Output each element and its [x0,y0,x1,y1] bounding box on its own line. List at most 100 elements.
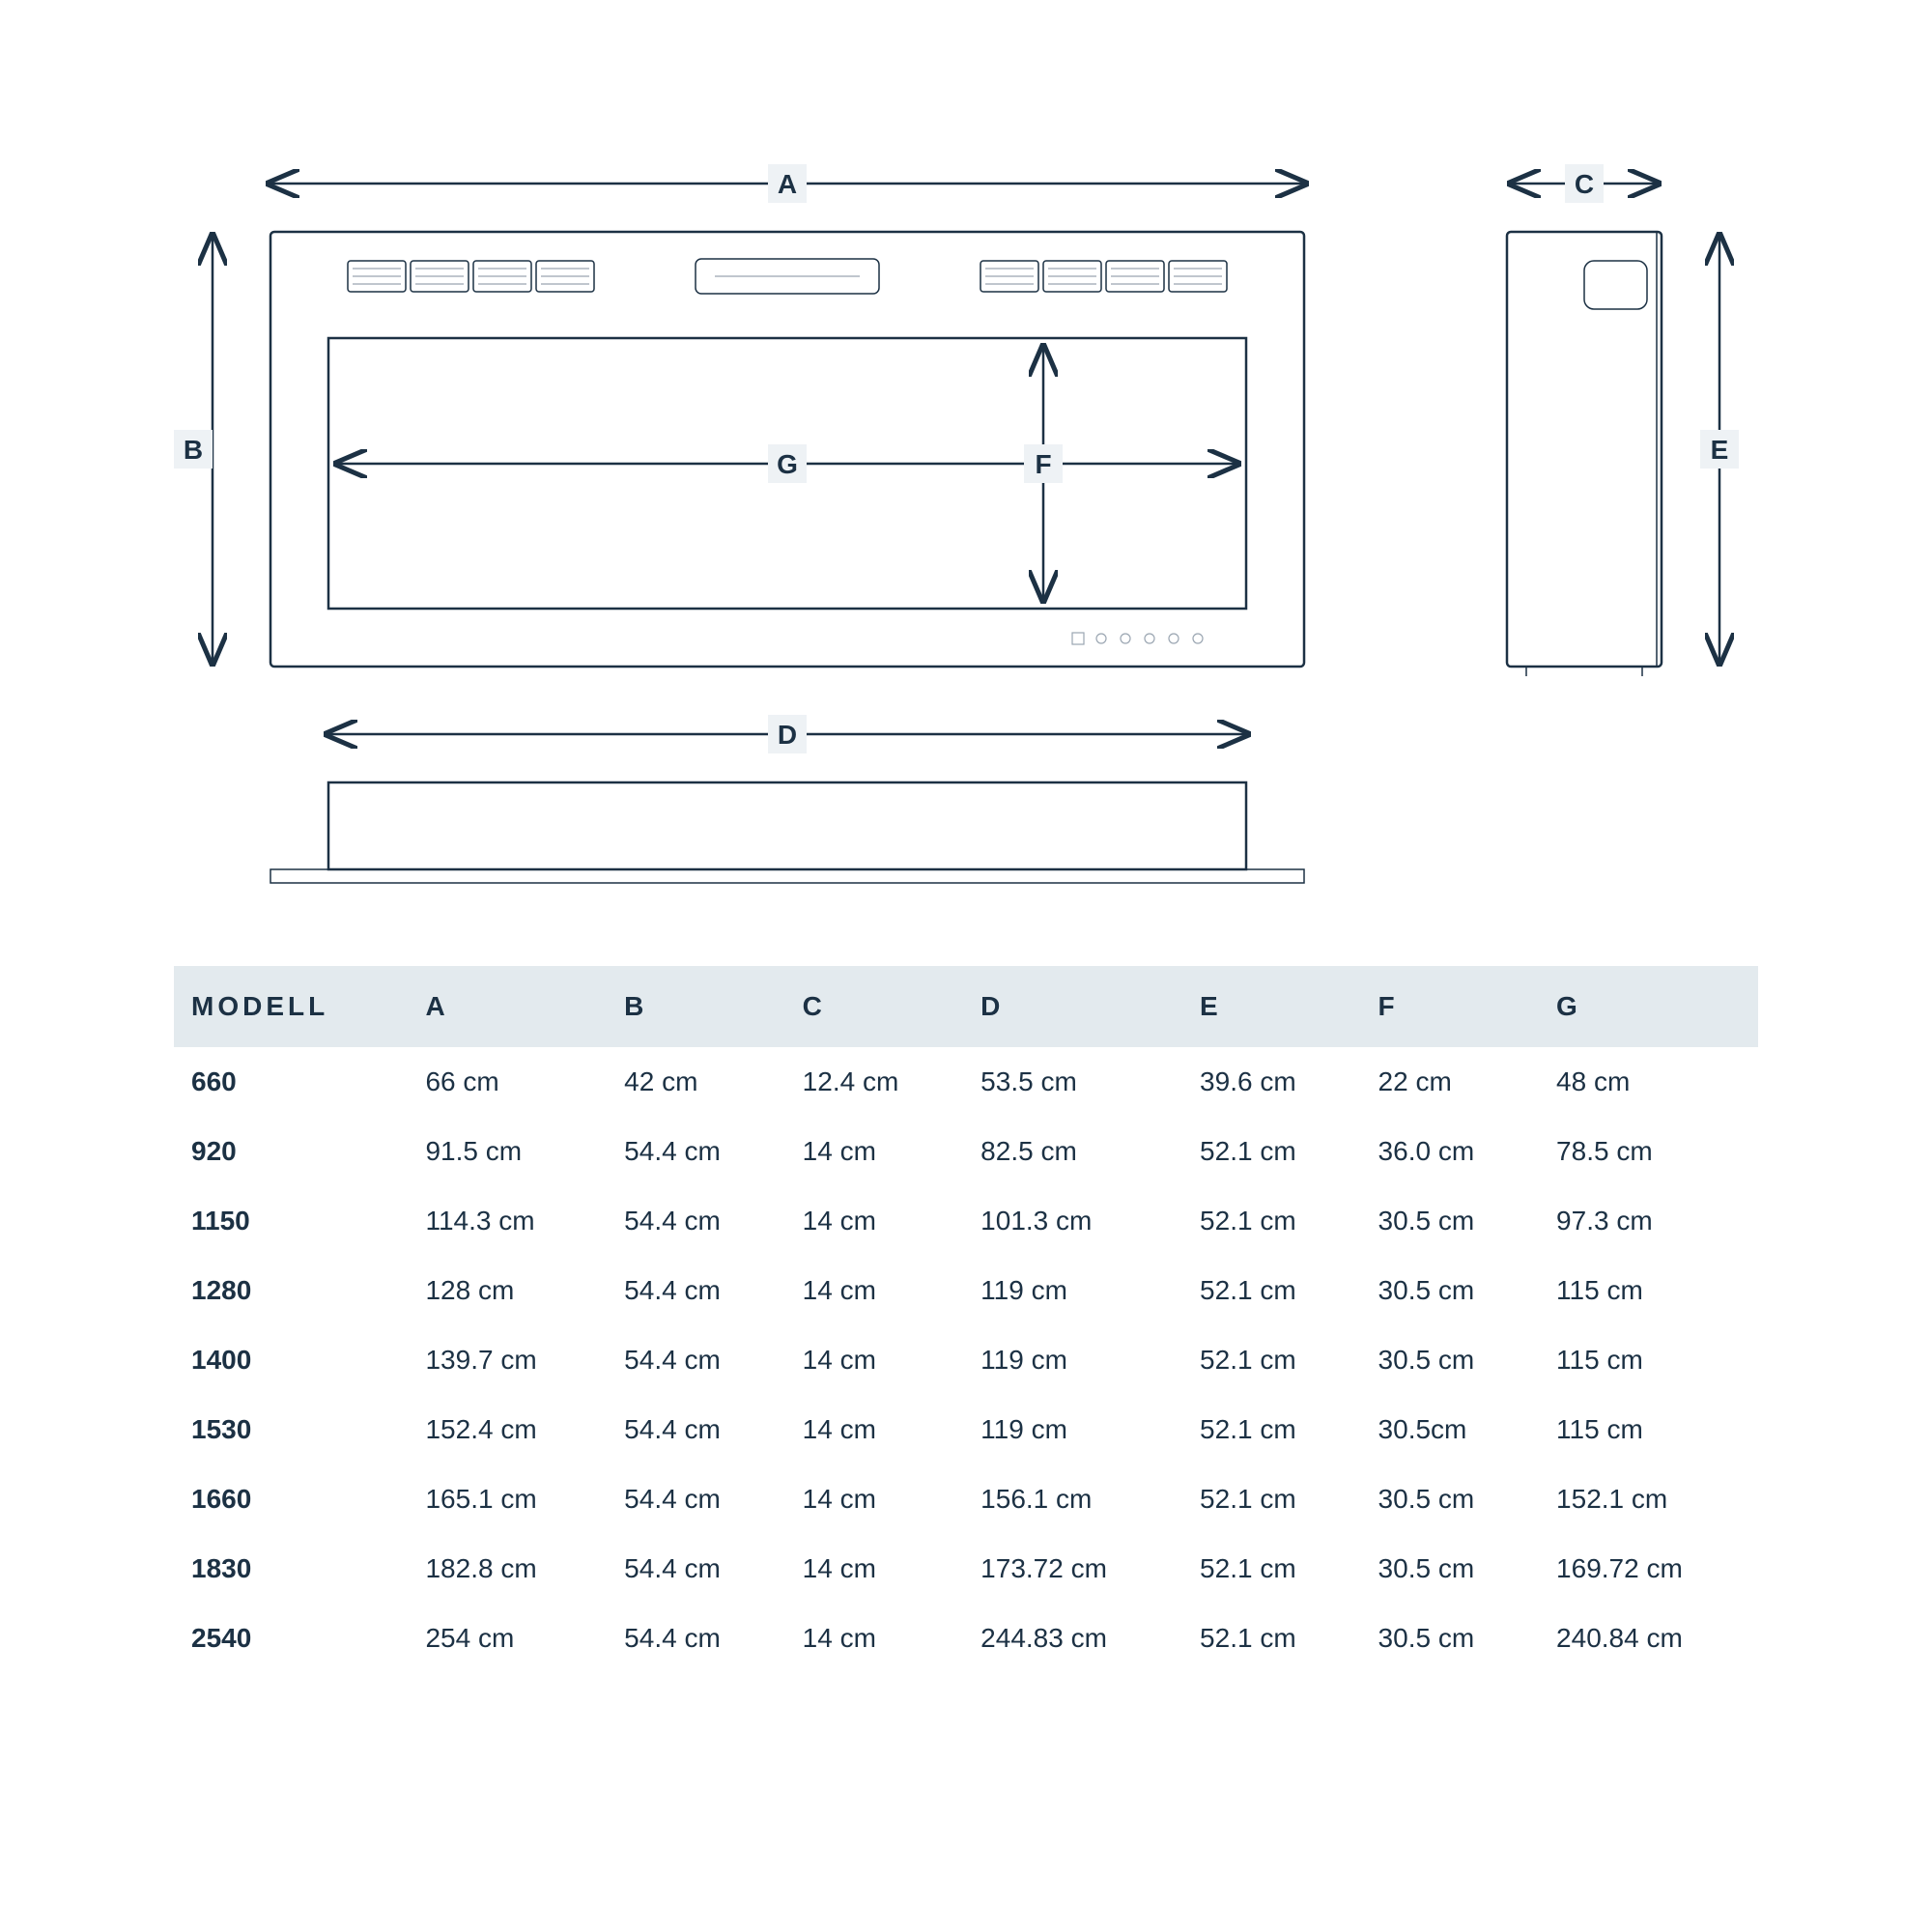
dim-label-b: B [184,435,203,465]
cell-model: 920 [174,1117,408,1186]
cell-model: 1280 [174,1256,408,1325]
table-row: 92091.5 cm54.4 cm14 cm82.5 cm52.1 cm36.0… [174,1117,1758,1186]
cell-c: 14 cm [785,1604,964,1673]
cell-g: 48 cm [1539,1047,1758,1117]
cell-b: 54.4 cm [607,1604,785,1673]
cell-c: 14 cm [785,1256,964,1325]
cell-b: 54.4 cm [607,1395,785,1464]
cell-e: 52.1 cm [1182,1534,1361,1604]
cell-b: 54.4 cm [607,1256,785,1325]
table-header-row: MODELL A B C D E F G [174,966,1758,1047]
cell-d: 119 cm [963,1325,1182,1395]
cell-e: 52.1 cm [1182,1186,1361,1256]
cell-e: 52.1 cm [1182,1395,1361,1464]
cell-g: 240.84 cm [1539,1604,1758,1673]
top-view [270,782,1304,883]
table-row: 1150114.3 cm54.4 cm14 cm101.3 cm52.1 cm3… [174,1186,1758,1256]
page: A [174,155,1758,1673]
cell-model: 1830 [174,1534,408,1604]
cell-c: 14 cm [785,1534,964,1604]
cell-e: 52.1 cm [1182,1256,1361,1325]
cell-a: 254 cm [408,1604,607,1673]
cell-a: 152.4 cm [408,1395,607,1464]
col-d: D [963,966,1182,1047]
table-row: 2540254 cm54.4 cm14 cm244.83 cm52.1 cm30… [174,1604,1758,1673]
table-row: 1400139.7 cm54.4 cm14 cm119 cm52.1 cm30.… [174,1325,1758,1395]
cell-model: 1150 [174,1186,408,1256]
col-c: C [785,966,964,1047]
cell-e: 52.1 cm [1182,1464,1361,1534]
cell-model: 1530 [174,1395,408,1464]
cell-g: 169.72 cm [1539,1534,1758,1604]
cell-c: 12.4 cm [785,1047,964,1117]
control-icons [1072,633,1203,644]
cell-f: 22 cm [1361,1047,1540,1117]
dim-label-e: E [1711,435,1729,465]
cell-model: 1660 [174,1464,408,1534]
cell-f: 30.5 cm [1361,1325,1540,1395]
cell-c: 14 cm [785,1117,964,1186]
cell-g: 115 cm [1539,1395,1758,1464]
dimension-diagram: A [174,155,1758,908]
table-row: 1530152.4 cm54.4 cm14 cm119 cm52.1 cm30.… [174,1395,1758,1464]
table-row: 1660165.1 cm54.4 cm14 cm156.1 cm52.1 cm3… [174,1464,1758,1534]
cell-c: 14 cm [785,1395,964,1464]
cell-a: 165.1 cm [408,1464,607,1534]
col-model: MODELL [174,966,408,1047]
cell-e: 52.1 cm [1182,1117,1361,1186]
cell-f: 36.0 cm [1361,1117,1540,1186]
cell-d: 244.83 cm [963,1604,1182,1673]
col-g: G [1539,966,1758,1047]
side-view [1507,232,1662,676]
cell-g: 115 cm [1539,1256,1758,1325]
cell-c: 14 cm [785,1186,964,1256]
cell-b: 54.4 cm [607,1464,785,1534]
cell-d: 173.72 cm [963,1534,1182,1604]
cell-model: 1400 [174,1325,408,1395]
cell-f: 30.5 cm [1361,1256,1540,1325]
cell-g: 97.3 cm [1539,1186,1758,1256]
cell-d: 119 cm [963,1256,1182,1325]
col-f: F [1361,966,1540,1047]
cell-d: 82.5 cm [963,1117,1182,1186]
cell-a: 128 cm [408,1256,607,1325]
table-row: 66066 cm42 cm12.4 cm53.5 cm39.6 cm22 cm4… [174,1047,1758,1117]
cell-b: 54.4 cm [607,1117,785,1186]
cell-f: 30.5cm [1361,1395,1540,1464]
cell-e: 52.1 cm [1182,1604,1361,1673]
table-row: 1280128 cm54.4 cm14 cm119 cm52.1 cm30.5 … [174,1256,1758,1325]
col-a: A [408,966,607,1047]
cell-d: 101.3 cm [963,1186,1182,1256]
cell-a: 139.7 cm [408,1325,607,1395]
cell-b: 54.4 cm [607,1534,785,1604]
col-b: B [607,966,785,1047]
cell-b: 54.4 cm [607,1325,785,1395]
cell-f: 30.5 cm [1361,1534,1540,1604]
cell-b: 42 cm [607,1047,785,1117]
cell-d: 119 cm [963,1395,1182,1464]
cell-a: 182.8 cm [408,1534,607,1604]
cell-d: 53.5 cm [963,1047,1182,1117]
cell-g: 78.5 cm [1539,1117,1758,1186]
cell-f: 30.5 cm [1361,1186,1540,1256]
cell-e: 39.6 cm [1182,1047,1361,1117]
cell-a: 66 cm [408,1047,607,1117]
cell-f: 30.5 cm [1361,1604,1540,1673]
cell-e: 52.1 cm [1182,1325,1361,1395]
dimensions-table: MODELL A B C D E F G 66066 cm42 cm12.4 c… [174,966,1758,1673]
dim-label-a: A [778,169,797,199]
cell-a: 91.5 cm [408,1117,607,1186]
cell-f: 30.5 cm [1361,1464,1540,1534]
cell-a: 114.3 cm [408,1186,607,1256]
dim-label-g: G [777,449,798,479]
col-e: E [1182,966,1361,1047]
cell-d: 156.1 cm [963,1464,1182,1534]
dim-label-c: C [1575,169,1594,199]
dim-label-f: F [1035,449,1051,479]
cell-model: 660 [174,1047,408,1117]
dim-label-d: D [778,720,797,750]
table-row: 1830182.8 cm54.4 cm14 cm173.72 cm52.1 cm… [174,1534,1758,1604]
cell-model: 2540 [174,1604,408,1673]
cell-c: 14 cm [785,1325,964,1395]
cell-g: 152.1 cm [1539,1464,1758,1534]
